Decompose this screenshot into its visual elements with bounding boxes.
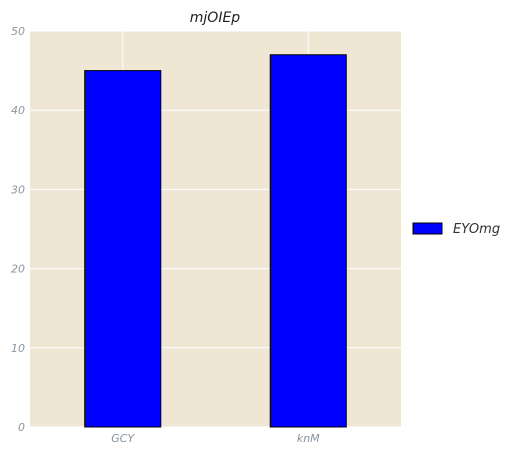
- bars: [84, 54, 347, 428]
- legend: EYOmg: [412, 222, 500, 237]
- y-tick-label: 30: [11, 183, 25, 196]
- bar-gcy: [84, 70, 162, 428]
- y-tick-labels: 0 10 20 30 40 50: [11, 25, 25, 434]
- x-tick-label: knM: [297, 432, 320, 445]
- x-tick-labels: GCY knM: [111, 432, 320, 445]
- legend-swatch: [412, 222, 443, 235]
- y-tick-label: 50: [11, 25, 25, 38]
- bar-knm: [269, 54, 347, 428]
- chart-title: mjOIEp: [190, 10, 241, 26]
- x-tick-label: GCY: [111, 432, 135, 445]
- y-tick-label: 20: [11, 263, 25, 276]
- y-tick-label: 10: [11, 342, 25, 355]
- legend-label: EYOmg: [453, 222, 500, 237]
- y-tick-label: 0: [18, 421, 25, 434]
- y-tick-label: 40: [11, 104, 25, 117]
